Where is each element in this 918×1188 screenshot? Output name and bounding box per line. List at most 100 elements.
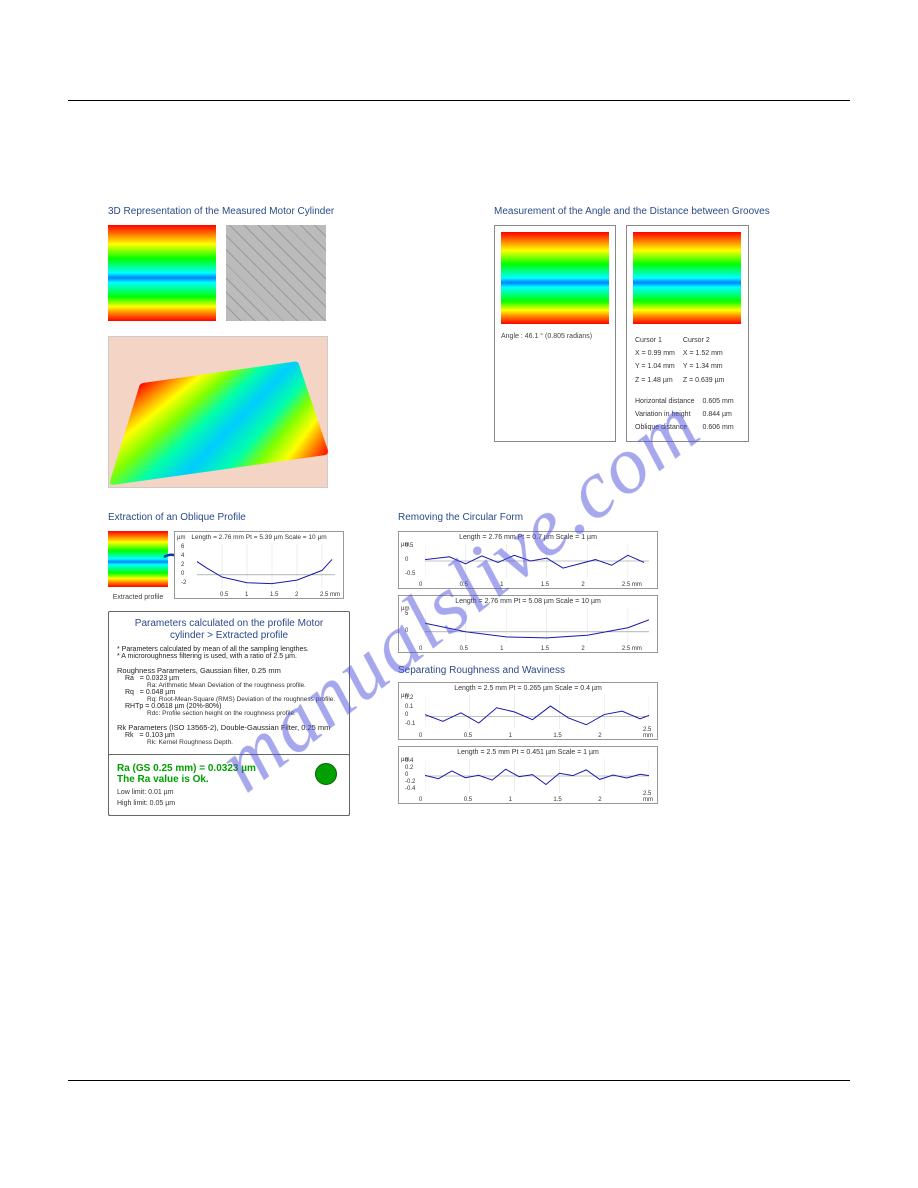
ytick: 0.5 xyxy=(405,543,413,549)
sep-chart-1: Length = 2.5 mm Pt = 0.451 µm Scale = 1 … xyxy=(398,746,658,804)
sep-chart-0: Length = 2.5 mm Pt = 0.265 µm Scale = 0.… xyxy=(398,682,658,740)
remove-chart-0: Length = 2.76 mm Pt = 0.7 µm Scale = 1 µ… xyxy=(398,531,658,589)
rk-val: = 0.103 µm xyxy=(139,732,174,739)
sc0-plot xyxy=(425,695,649,729)
result-box: Ra (GS 0.25 mm) = 0.0323 µm The Ra value… xyxy=(108,754,350,816)
ytick: 4 xyxy=(181,553,184,559)
rc0-title: Length = 2.76 mm Pt = 0.7 µm Scale = 1 µ… xyxy=(399,534,657,541)
profile-y-unit: µm xyxy=(177,535,185,541)
ytick: -0.1 xyxy=(405,721,415,727)
xtick: 1 xyxy=(500,646,503,652)
profile-chart-axes xyxy=(197,544,335,588)
param-sect-1: Roughness Parameters, Gaussian filter, 0… xyxy=(117,666,341,675)
xtick: 1.5 xyxy=(553,733,561,739)
result-line-2: The Ra value is Ok. xyxy=(117,774,341,785)
groove-heatmap-1 xyxy=(501,232,609,324)
angle-caption: Angle : 46.1 ° (0.805 radians) xyxy=(501,333,609,340)
xtick: 0.5 xyxy=(220,592,228,598)
rhtp-lab: RHTp xyxy=(125,703,143,710)
section-title-separate: Separating Roughness and Waviness xyxy=(398,665,678,676)
high-limit: High limit: 0.05 µm xyxy=(117,800,341,807)
param-sect-2: Rk Parameters (ISO 13565-2), Double-Gaus… xyxy=(117,723,341,732)
c1-label: Cursor 1 xyxy=(635,335,681,346)
heatmap-grey xyxy=(226,225,326,321)
xtick: 0.5 xyxy=(464,733,472,739)
xtick: 2.5 mm xyxy=(622,582,642,588)
xtick: 2 xyxy=(598,797,601,803)
xtick: 1 xyxy=(500,582,503,588)
ra-lab: Ra xyxy=(125,675,134,682)
xtick: 2.5 mm xyxy=(622,646,642,652)
rdc-def: Rdc: Profile section height on the rough… xyxy=(117,710,341,717)
section-title-3d: 3D Representation of the Measured Motor … xyxy=(108,206,464,217)
groove-panel-left: Angle : 46.1 ° (0.805 radians) xyxy=(494,225,616,442)
ra-def: Ra: Arithmetic Mean Deviation of the rou… xyxy=(117,682,341,689)
param-note-2: * A microroughness filtering is used, wi… xyxy=(117,653,341,660)
c2-z: Z = 0.639 µm xyxy=(683,375,731,386)
ytick: 0 xyxy=(405,712,408,718)
xtick: 1.5 xyxy=(541,646,549,652)
xtick: 1 xyxy=(509,733,512,739)
c2-label: Cursor 2 xyxy=(683,335,731,346)
profile-panel: Extracted profile Length = 2.76 mm Pt = … xyxy=(108,531,368,601)
left-3d-col: 3D Representation of the Measured Motor … xyxy=(108,206,464,488)
xtick: 0 xyxy=(419,582,422,588)
heatmap-row xyxy=(108,225,464,326)
section-title-remove: Removing the Circular Form xyxy=(398,512,678,523)
ytick: 0 xyxy=(181,571,184,577)
xtick: 2.5 mm xyxy=(320,592,340,598)
hd-val: 0.605 mm xyxy=(703,396,740,407)
rq-row: Rq = 0.048 µm xyxy=(117,689,341,696)
xtick: 0.5 xyxy=(460,582,468,588)
vh-val: 0.844 µm xyxy=(703,409,740,420)
low-limit: Low limit: 0.01 µm xyxy=(117,789,341,796)
xtick: 2 xyxy=(581,646,584,652)
hd-label: Horizontal distance xyxy=(635,396,701,407)
vh-label: Variation in height xyxy=(635,409,701,420)
section-title-extract: Extraction of an Oblique Profile xyxy=(108,512,368,523)
ytick: -0.4 xyxy=(405,786,415,792)
extract-label: Extracted profile xyxy=(108,594,168,601)
rc0-svg xyxy=(425,544,649,578)
left-extract-col: Extraction of an Oblique Profile Extract… xyxy=(108,512,368,816)
groove-wrap: Angle : 46.1 ° (0.805 radians) Cursor 1C… xyxy=(494,225,850,442)
result-line-1: Ra (GS 0.25 mm) = 0.0323 µm xyxy=(117,763,341,774)
section-title-groove: Measurement of the Angle and the Distanc… xyxy=(494,206,850,217)
xtick: 1.5 xyxy=(541,582,549,588)
param-note-1: * Parameters calculated by mean of all t… xyxy=(117,646,341,653)
xtick: 1 xyxy=(509,797,512,803)
ra-val: = 0.0323 µm xyxy=(140,675,179,682)
rq-val: = 0.048 µm xyxy=(140,689,175,696)
ytick: 0.2 xyxy=(405,765,413,771)
rk-row: Rk = 0.103 µm xyxy=(117,732,341,739)
xtick: 1 xyxy=(245,592,248,598)
xtick: 2 xyxy=(581,582,584,588)
bottom-rule xyxy=(68,1080,850,1081)
c1-x: X = 0.99 mm xyxy=(635,348,681,359)
ytick: -2 xyxy=(181,580,186,586)
sc0-title: Length = 2.5 mm Pt = 0.265 µm Scale = 0.… xyxy=(399,685,657,692)
rk-def: Rk: Kernel Roughness Depth. xyxy=(117,739,341,746)
profile-chart-title: Length = 2.76 mm Pt = 5.39 µm Scale = 10… xyxy=(175,534,343,541)
surface-3d-shape xyxy=(109,361,330,485)
xtick: 2.5 mm xyxy=(643,727,657,739)
c2-x: X = 1.52 mm xyxy=(683,348,731,359)
status-dot-icon xyxy=(315,763,337,785)
ytick: -0.5 xyxy=(405,571,415,577)
xtick: 1.5 xyxy=(270,592,278,598)
ytick: 0.1 xyxy=(405,704,413,710)
ytick: 2 xyxy=(181,562,184,568)
groove-heatmap-2 xyxy=(633,232,741,324)
param-box-title: Parameters calculated on the profile Mot… xyxy=(117,618,341,642)
rc1-plot xyxy=(425,608,649,642)
ytick: 0 xyxy=(405,557,408,563)
xtick: 0.5 xyxy=(460,646,468,652)
ytick: 0 xyxy=(405,772,408,778)
top-row: 3D Representation of the Measured Motor … xyxy=(108,206,850,488)
ytick: 0 xyxy=(405,628,408,634)
groove-cursor-data: Cursor 1Cursor 2 X = 0.99 mmX = 1.52 mm … xyxy=(633,333,742,435)
xtick: 2 xyxy=(598,733,601,739)
profile-chart: Length = 2.76 mm Pt = 5.39 µm Scale = 10… xyxy=(174,531,344,599)
groove-panel-right: Cursor 1Cursor 2 X = 0.99 mmX = 1.52 mm … xyxy=(626,225,749,442)
xtick: 0 xyxy=(419,733,422,739)
